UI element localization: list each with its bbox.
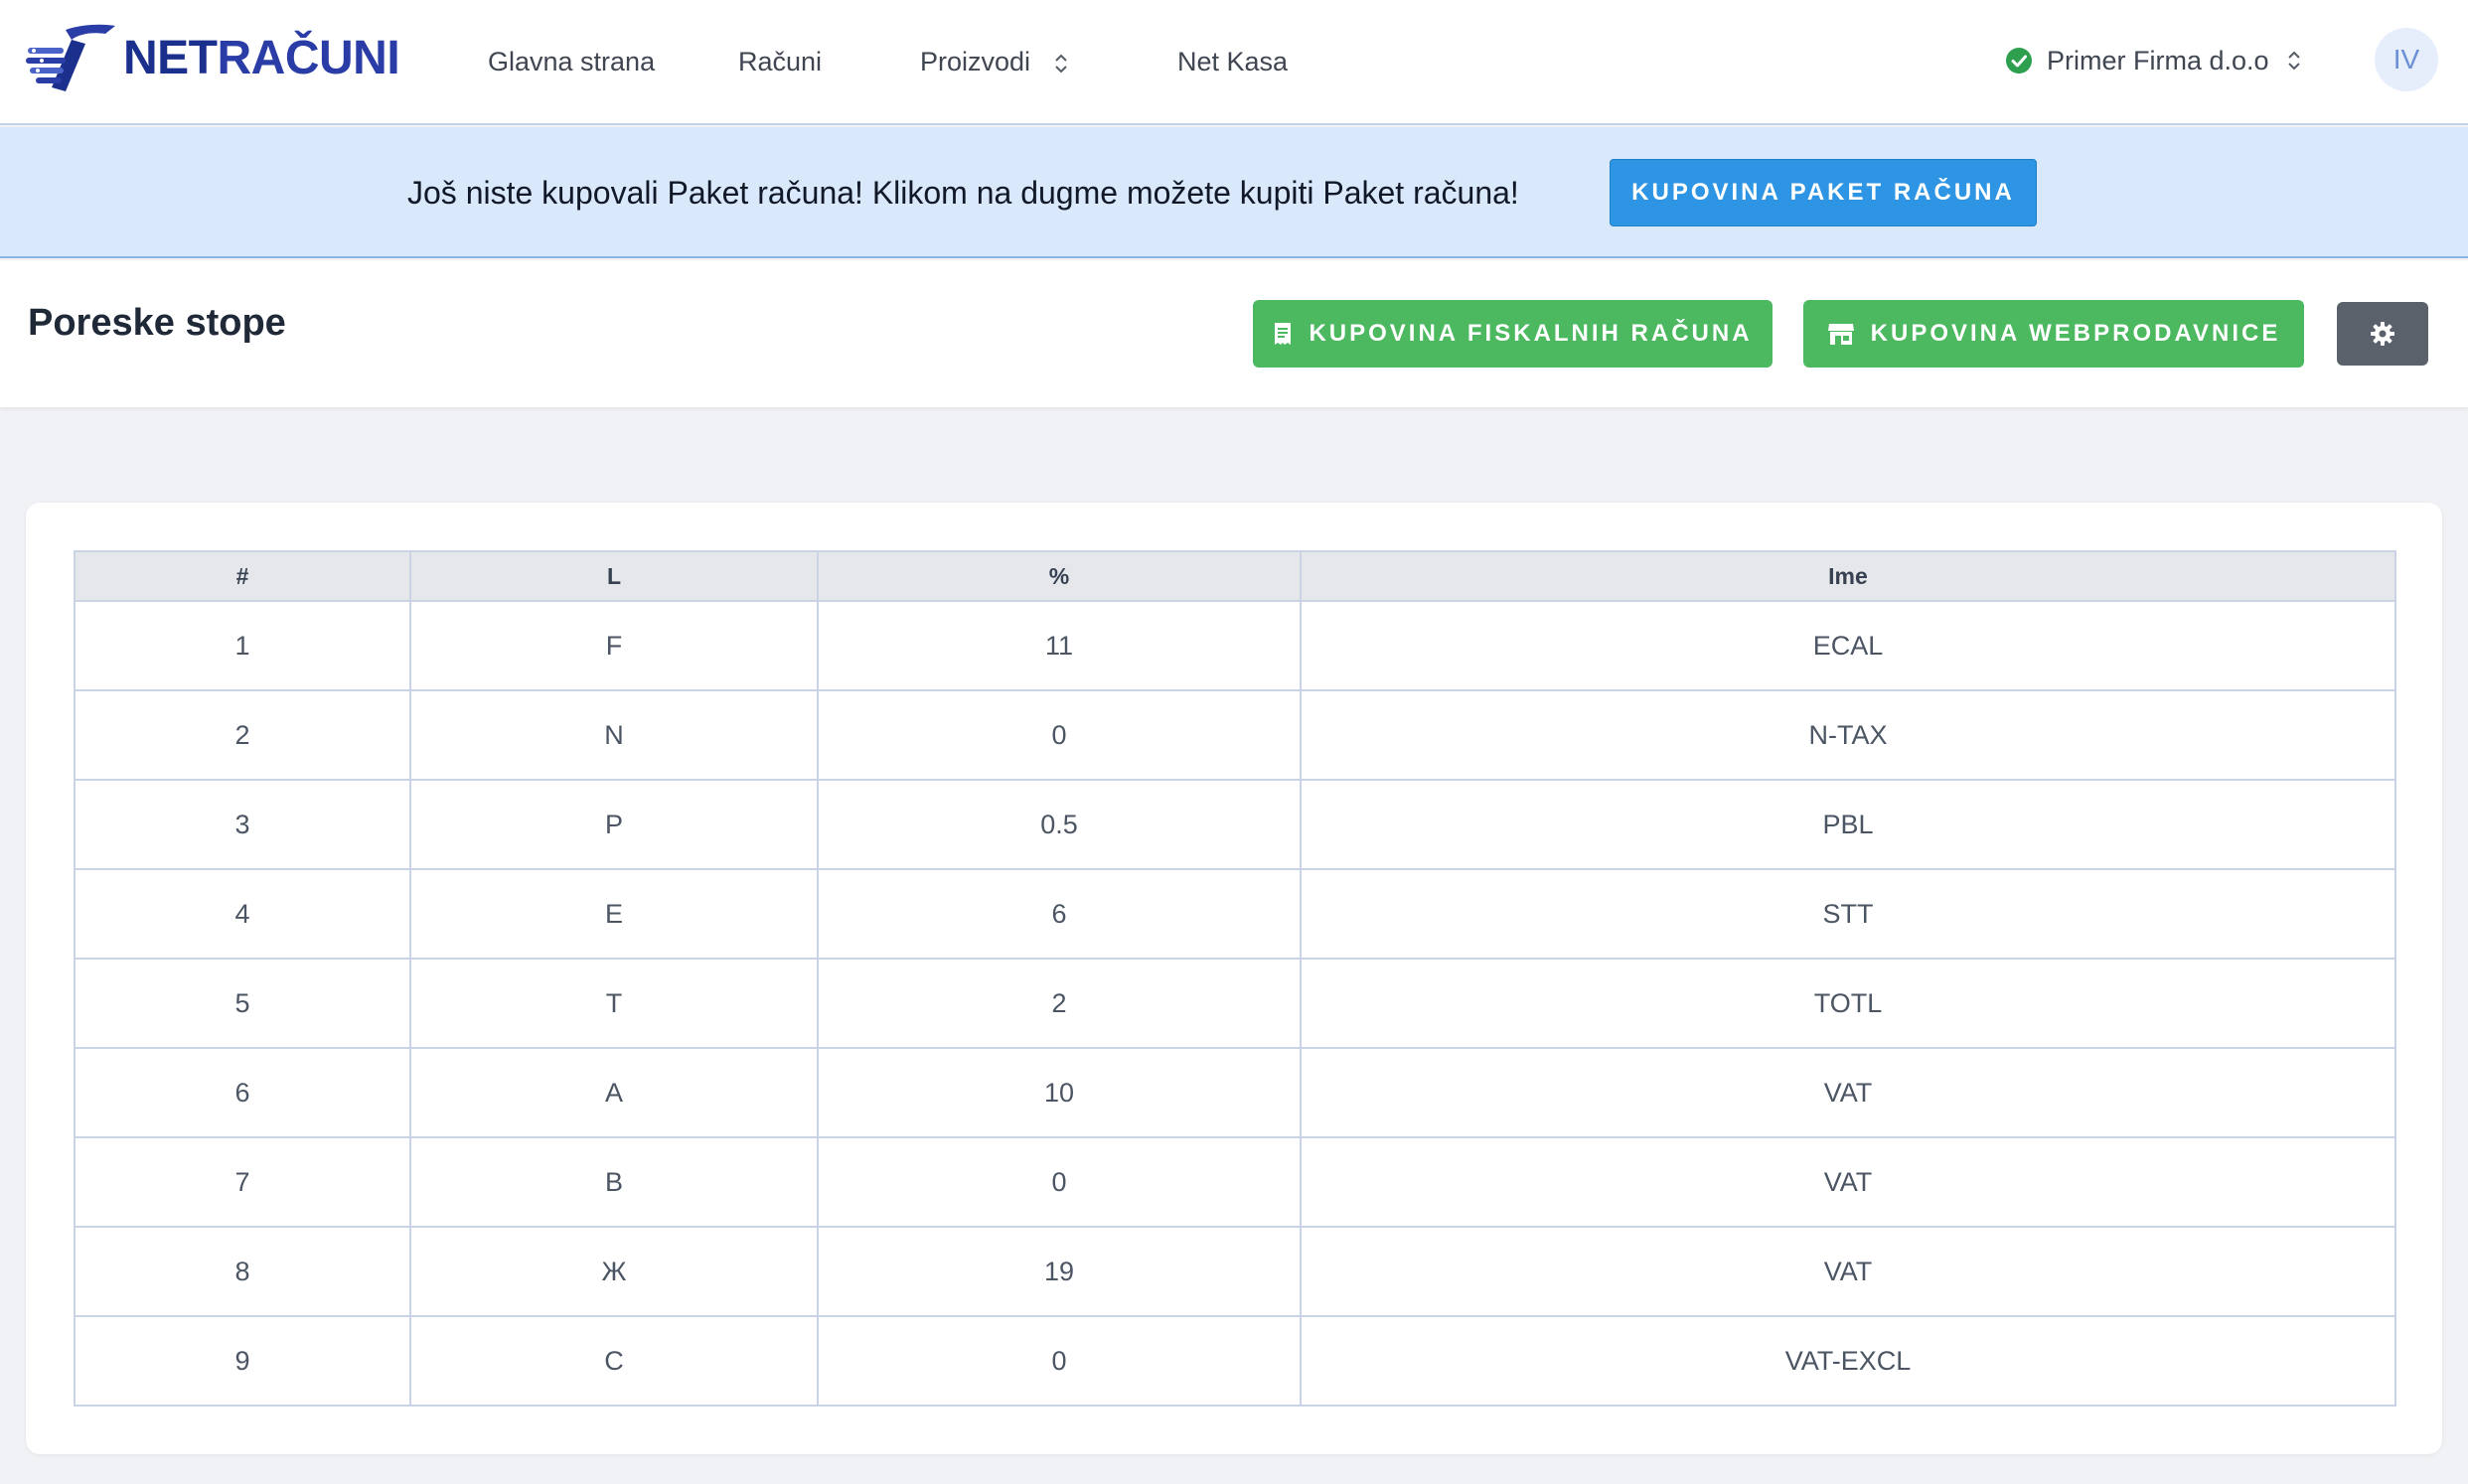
cell-label: T	[409, 958, 819, 1049]
column-header-number[interactable]: #	[74, 550, 411, 602]
cell-number: 3	[74, 779, 411, 870]
nav-item-racuni[interactable]: Računi	[738, 47, 823, 76]
store-icon	[1827, 324, 1854, 345]
cell-name: VAT	[1300, 1226, 2396, 1317]
cell-number: 7	[74, 1136, 411, 1228]
cell-name: TOTL	[1300, 958, 2396, 1049]
nav-item-proizvodi[interactable]: Proizvodi	[920, 44, 1068, 79]
company-selector[interactable]: Primer Firma d.o.o	[2005, 42, 2301, 79]
cell-label: N	[409, 689, 819, 781]
table-row[interactable]: 1 F 11 ECAL	[74, 600, 2396, 691]
tax-rates-card: # L % Ime 1 F 11 ECAL 2 N 0 N-TAX 3 P	[26, 503, 2442, 1454]
table-header-row: # L % Ime	[74, 550, 2396, 602]
cell-name: STT	[1300, 868, 2396, 960]
receipt-icon	[1275, 323, 1292, 345]
top-navbar: NETRAČUNI Glavna strana Računi Proizvodi…	[0, 0, 2468, 125]
buy-fiscal-invoices-label: KUPOVINA FISKALNIH RAČUNA	[1309, 320, 1753, 347]
cell-percent: 2	[817, 958, 1302, 1049]
cell-label: F	[409, 600, 819, 691]
buy-fiscal-invoices-button[interactable]: KUPOVINA FISKALNIH RAČUNA	[1253, 300, 1773, 368]
cell-label: A	[409, 1047, 819, 1138]
table-row[interactable]: 7 B 0 VAT	[74, 1136, 2396, 1228]
company-name: Primer Firma d.o.o	[2047, 45, 2269, 75]
purchase-banner: Još niste kupovali Paket računa! Klikom …	[0, 127, 2468, 258]
tax-rates-table: # L % Ime 1 F 11 ECAL 2 N 0 N-TAX 3 P	[74, 550, 2396, 1407]
table-row[interactable]: 9 C 0 VAT-EXCL	[74, 1315, 2396, 1407]
nav-item-glavna-strana[interactable]: Glavna strana	[488, 47, 656, 76]
buy-invoice-package-button[interactable]: KUPOVINA PAKET RAČUNA	[1610, 159, 2037, 226]
brand-name-net: NET	[123, 32, 218, 84]
table-row[interactable]: 6 A 10 VAT	[74, 1047, 2396, 1138]
banner-message: Još niste kupovali Paket računa! Klikom …	[407, 175, 1519, 211]
user-avatar[interactable]: IV	[2375, 28, 2438, 91]
cell-percent: 11	[817, 600, 1302, 691]
cell-percent: 0	[817, 1136, 1302, 1228]
cell-label: Ж	[409, 1226, 819, 1317]
cell-name: VAT-EXCL	[1300, 1315, 2396, 1407]
cell-number: 2	[74, 689, 411, 781]
cell-percent: 19	[817, 1226, 1302, 1317]
table-row[interactable]: 2 N 0 N-TAX	[74, 689, 2396, 781]
settings-button[interactable]	[2337, 302, 2428, 366]
cell-label: B	[409, 1136, 819, 1228]
nav-item-net-kasa[interactable]: Net Kasa	[1177, 47, 1289, 76]
gear-icon	[2371, 322, 2394, 346]
cell-label: E	[409, 868, 819, 960]
cell-label: C	[409, 1315, 819, 1407]
cell-number: 4	[74, 868, 411, 960]
brand-logo[interactable]: NETRAČUNI	[26, 22, 400, 95]
cell-percent: 10	[817, 1047, 1302, 1138]
cell-percent: 0	[817, 1315, 1302, 1407]
table-row[interactable]: 4 E 6 STT	[74, 868, 2396, 960]
cell-number: 6	[74, 1047, 411, 1138]
cell-label: P	[409, 779, 819, 870]
buy-webshop-button[interactable]: KUPOVINA WEBPRODAVNICE	[1803, 300, 2304, 368]
table-row[interactable]: 3 P 0.5 PBL	[74, 779, 2396, 870]
column-header-percent[interactable]: %	[817, 550, 1302, 602]
cell-number: 5	[74, 958, 411, 1049]
check-circle-icon	[2006, 48, 2032, 74]
cell-name: N-TAX	[1300, 689, 2396, 781]
cell-percent: 0	[817, 689, 1302, 781]
cell-number: 1	[74, 600, 411, 691]
column-header-label[interactable]: L	[409, 550, 819, 602]
cell-name: VAT	[1300, 1136, 2396, 1228]
table-row[interactable]: 5 T 2 TOTL	[74, 958, 2396, 1049]
nav-item-proizvodi-label: Proizvodi	[920, 47, 1031, 76]
cell-name: ECAL	[1300, 600, 2396, 691]
cell-percent: 6	[817, 868, 1302, 960]
table-row[interactable]: 8 Ж 19 VAT	[74, 1226, 2396, 1317]
logo-icon	[26, 24, 115, 91]
chevron-up-down-icon	[1054, 54, 1067, 74]
brand-name-racuni: RAČUNI	[217, 32, 400, 84]
page-title: Poreske stope	[28, 302, 286, 344]
cell-name: PBL	[1300, 779, 2396, 870]
cell-percent: 0.5	[817, 779, 1302, 870]
chevron-up-down-icon	[2287, 51, 2300, 71]
brand-name: NETRAČUNI	[123, 32, 400, 84]
cell-name: VAT	[1300, 1047, 2396, 1138]
column-header-name[interactable]: Ime	[1300, 550, 2396, 602]
page-header: Poreske stope KUPOVINA FISKALNIH RAČUNA …	[0, 260, 2468, 407]
cell-number: 9	[74, 1315, 411, 1407]
cell-number: 8	[74, 1226, 411, 1317]
buy-webshop-label: KUPOVINA WEBPRODAVNICE	[1870, 320, 2281, 347]
